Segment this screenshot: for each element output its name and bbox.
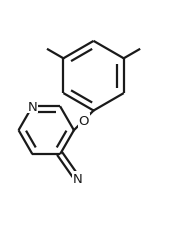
Text: N: N: [28, 100, 37, 113]
Text: N: N: [72, 172, 82, 185]
Text: O: O: [78, 114, 89, 127]
